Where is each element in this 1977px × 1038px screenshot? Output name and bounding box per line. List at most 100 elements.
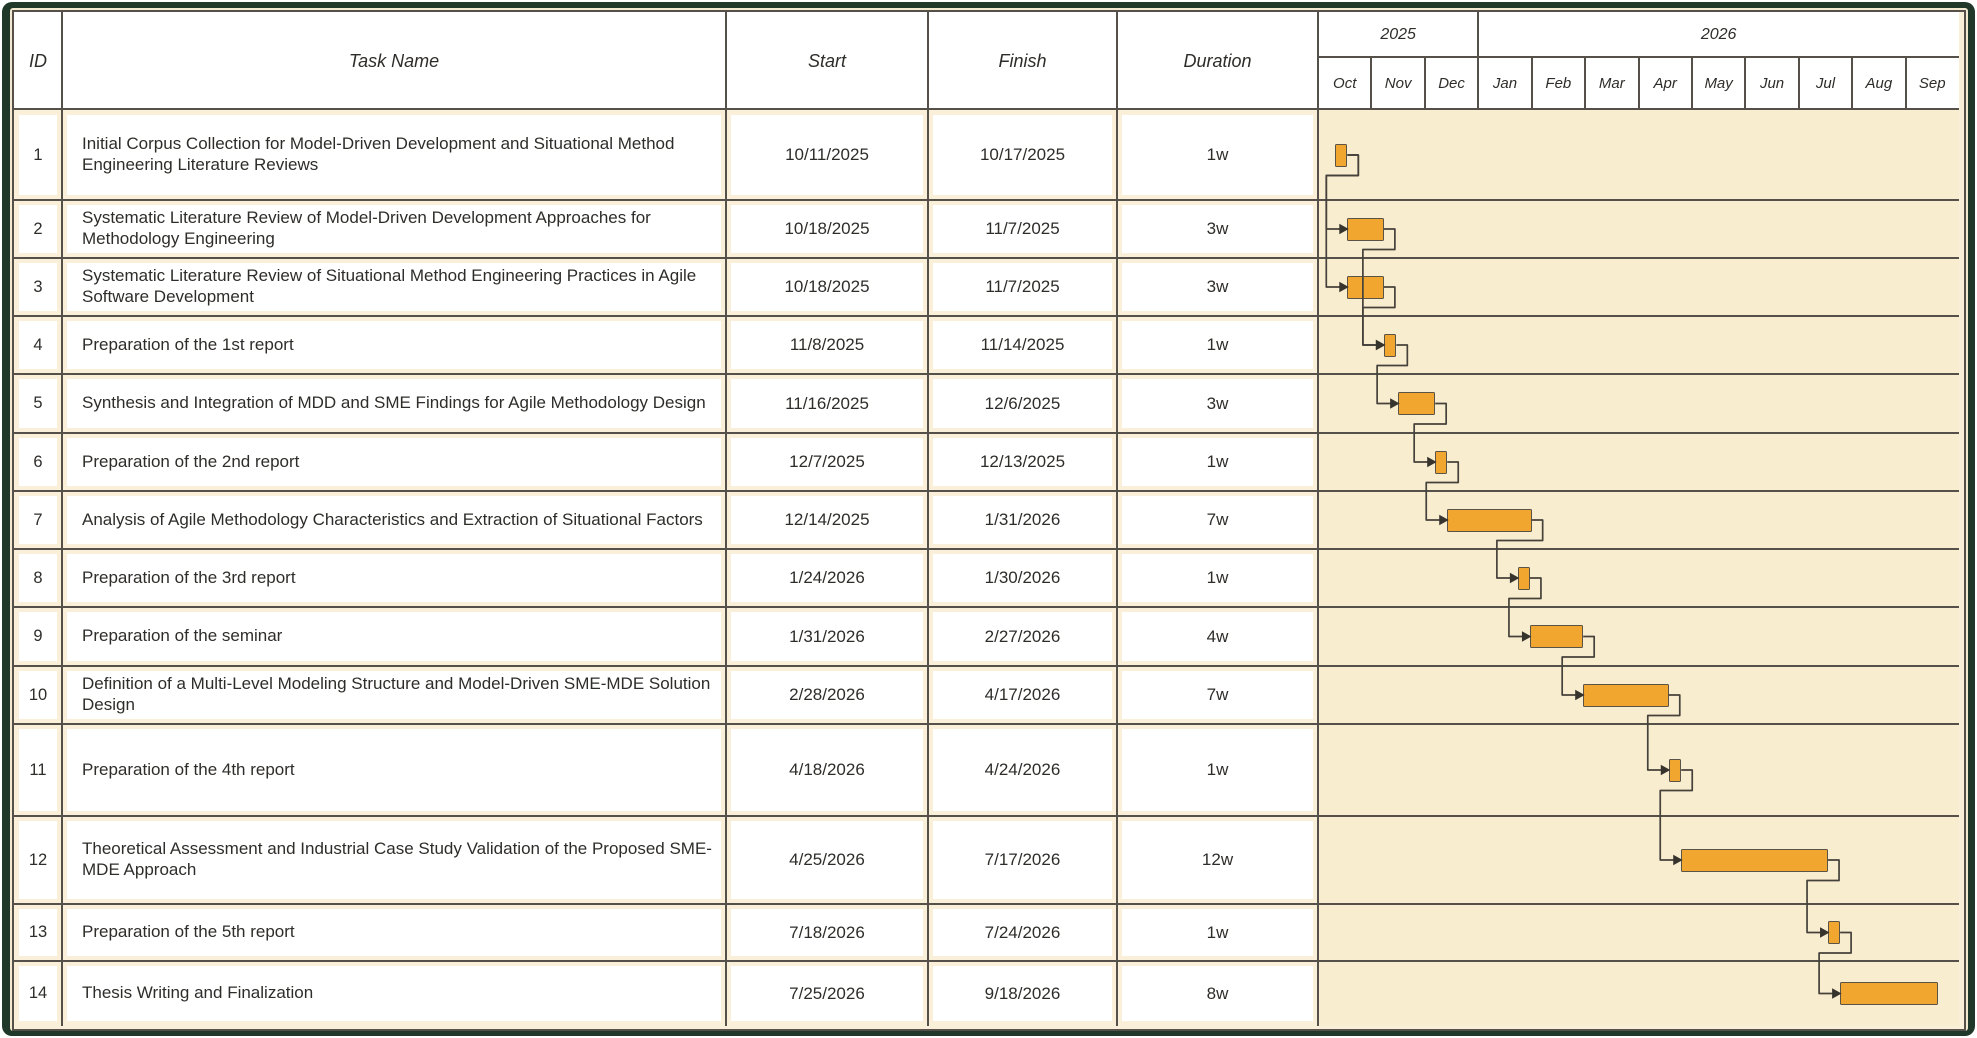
month-line bbox=[1744, 57, 1747, 110]
body-column-line bbox=[725, 110, 727, 1026]
task-id-cell: 4 bbox=[19, 321, 57, 369]
header-bottom-line bbox=[14, 107, 1959, 110]
task-name-cell: Systematic Literature Review of Situatio… bbox=[67, 263, 721, 311]
table-row: 9 Preparation of the seminar 1/31/2026 2/27… bbox=[14, 607, 1959, 666]
task-id-cell: 1 bbox=[19, 115, 57, 195]
task-finish-cell: 11/7/2025 bbox=[933, 205, 1112, 253]
gantt-bar bbox=[1335, 143, 1348, 167]
month-line bbox=[1690, 57, 1693, 110]
gantt-bar bbox=[1347, 275, 1384, 299]
task-duration-cell: 1w bbox=[1122, 554, 1313, 602]
body-column-line bbox=[61, 110, 63, 1026]
column-header-start: Start bbox=[807, 50, 846, 71]
task-duration-cell: 3w bbox=[1122, 263, 1313, 311]
task-name-cell: Preparation of the 1st report bbox=[67, 321, 721, 369]
task-finish-cell: 10/17/2025 bbox=[933, 115, 1112, 195]
task-finish-cell: 1/30/2026 bbox=[933, 554, 1112, 602]
task-id-cell: 3 bbox=[19, 263, 57, 311]
row-line bbox=[14, 432, 1959, 434]
table-row: 12 Theoretical Assessment and Industrial … bbox=[14, 816, 1959, 904]
task-finish-cell: 4/17/2026 bbox=[933, 671, 1112, 719]
table-row: 10 Definition of a Multi-Level Modeling S… bbox=[14, 666, 1959, 724]
task-start-cell: 11/16/2025 bbox=[731, 379, 923, 428]
month-cell: Sep bbox=[1918, 75, 1946, 92]
task-id-cell: 9 bbox=[19, 612, 57, 661]
table-header: ID Task Name Start Finish Duration 2025 O… bbox=[14, 12, 1959, 110]
task-start-cell: 12/14/2025 bbox=[731, 496, 923, 544]
task-duration-cell: 1w bbox=[1122, 115, 1313, 195]
table-row: 8 Preparation of the 3rd report 1/24/2026 1… bbox=[14, 549, 1959, 607]
body-column-line bbox=[1317, 110, 1319, 1026]
table-row: 7 Analysis of Agile Methodology Character… bbox=[14, 491, 1959, 549]
task-id-cell: 8 bbox=[19, 554, 57, 602]
task-duration-cell: 1w bbox=[1122, 321, 1313, 369]
column-header-task-name: Task Name bbox=[348, 50, 440, 71]
task-duration-cell: 7w bbox=[1122, 496, 1313, 544]
gantt-bar bbox=[1583, 683, 1669, 707]
body-column-line bbox=[1116, 110, 1118, 1026]
row-line bbox=[14, 665, 1959, 667]
row-line bbox=[14, 815, 1959, 817]
month-cell: Jan bbox=[1492, 75, 1518, 92]
task-duration-cell: 1w bbox=[1122, 729, 1313, 811]
task-name-cell: Preparation of the 3rd report bbox=[67, 554, 721, 602]
row-line bbox=[14, 960, 1959, 962]
task-id-cell: 12 bbox=[19, 821, 57, 899]
table-row: 6 Preparation of the 2nd report 12/7/2025 1… bbox=[14, 433, 1959, 491]
header-column-line bbox=[927, 12, 929, 110]
task-name-cell: Systematic Literature Review of Model-Dr… bbox=[67, 205, 721, 253]
gantt-bar bbox=[1828, 921, 1841, 944]
task-start-cell: 1/31/2026 bbox=[731, 612, 923, 661]
month-line bbox=[1797, 57, 1800, 110]
task-name-cell: Preparation of the seminar bbox=[67, 612, 721, 661]
month-cell: Mar bbox=[1598, 75, 1625, 92]
column-header-finish: Finish bbox=[998, 50, 1047, 71]
month-line bbox=[1851, 57, 1854, 110]
task-name-cell: Definition of a Multi-Level Modeling Str… bbox=[67, 671, 721, 719]
month-cell: Dec bbox=[1438, 75, 1465, 92]
gantt-bar bbox=[1529, 625, 1584, 648]
gantt-bar bbox=[1398, 392, 1436, 415]
task-name-cell: Theoretical Assessment and Industrial Ca… bbox=[67, 821, 721, 899]
task-id-cell: 7 bbox=[19, 496, 57, 544]
header-column-line bbox=[61, 12, 63, 110]
task-start-cell: 4/25/2026 bbox=[731, 821, 923, 899]
gantt-bar bbox=[1347, 217, 1384, 241]
task-start-cell: 7/25/2026 bbox=[731, 966, 923, 1021]
task-finish-cell: 7/17/2026 bbox=[933, 821, 1112, 899]
task-name-cell: Thesis Writing and Finalization bbox=[67, 966, 721, 1021]
task-start-cell: 7/18/2026 bbox=[731, 909, 923, 956]
gantt-bar bbox=[1383, 333, 1397, 357]
month-cell: Aug bbox=[1865, 75, 1893, 92]
row-line bbox=[14, 548, 1959, 550]
task-start-cell: 1/24/2026 bbox=[731, 554, 923, 602]
task-finish-cell: 2/27/2026 bbox=[933, 612, 1112, 661]
task-finish-cell: 11/14/2025 bbox=[933, 321, 1112, 369]
task-finish-cell: 9/18/2026 bbox=[933, 966, 1112, 1021]
gantt-bar bbox=[1840, 982, 1938, 1005]
table-row: 1 Initial Corpus Collection for Model-Dri… bbox=[14, 110, 1959, 200]
task-finish-cell: 4/24/2026 bbox=[933, 729, 1112, 811]
gantt-bar bbox=[1668, 758, 1682, 782]
task-name-cell: Preparation of the 4th report bbox=[67, 729, 721, 811]
table-row: 3 Systematic Literature Review of Situati… bbox=[14, 258, 1959, 316]
task-id-cell: 11 bbox=[19, 729, 57, 811]
row-line bbox=[14, 199, 1959, 201]
month-cell: Oct bbox=[1333, 75, 1357, 92]
month-line bbox=[1904, 57, 1907, 110]
task-finish-cell: 11/7/2025 bbox=[933, 263, 1112, 311]
month-line bbox=[1637, 57, 1640, 110]
task-finish-cell: 12/6/2025 bbox=[933, 379, 1112, 428]
year-cell: 2025 bbox=[1380, 25, 1416, 43]
task-name-cell: Preparation of the 2nd report bbox=[67, 438, 721, 486]
task-start-cell: 2/28/2026 bbox=[731, 671, 923, 719]
task-duration-cell: 7w bbox=[1122, 671, 1313, 719]
task-start-cell: 12/7/2025 bbox=[731, 438, 923, 486]
gantt-table: ID Task Name Start Finish Duration 2025 O… bbox=[12, 10, 1966, 1031]
task-duration-cell: 3w bbox=[1122, 205, 1313, 253]
header-column-line bbox=[725, 12, 727, 110]
month-line bbox=[1423, 57, 1426, 110]
task-id-cell: 10 bbox=[19, 671, 57, 719]
column-header-duration: Duration bbox=[1183, 50, 1252, 71]
row-line bbox=[14, 606, 1959, 608]
